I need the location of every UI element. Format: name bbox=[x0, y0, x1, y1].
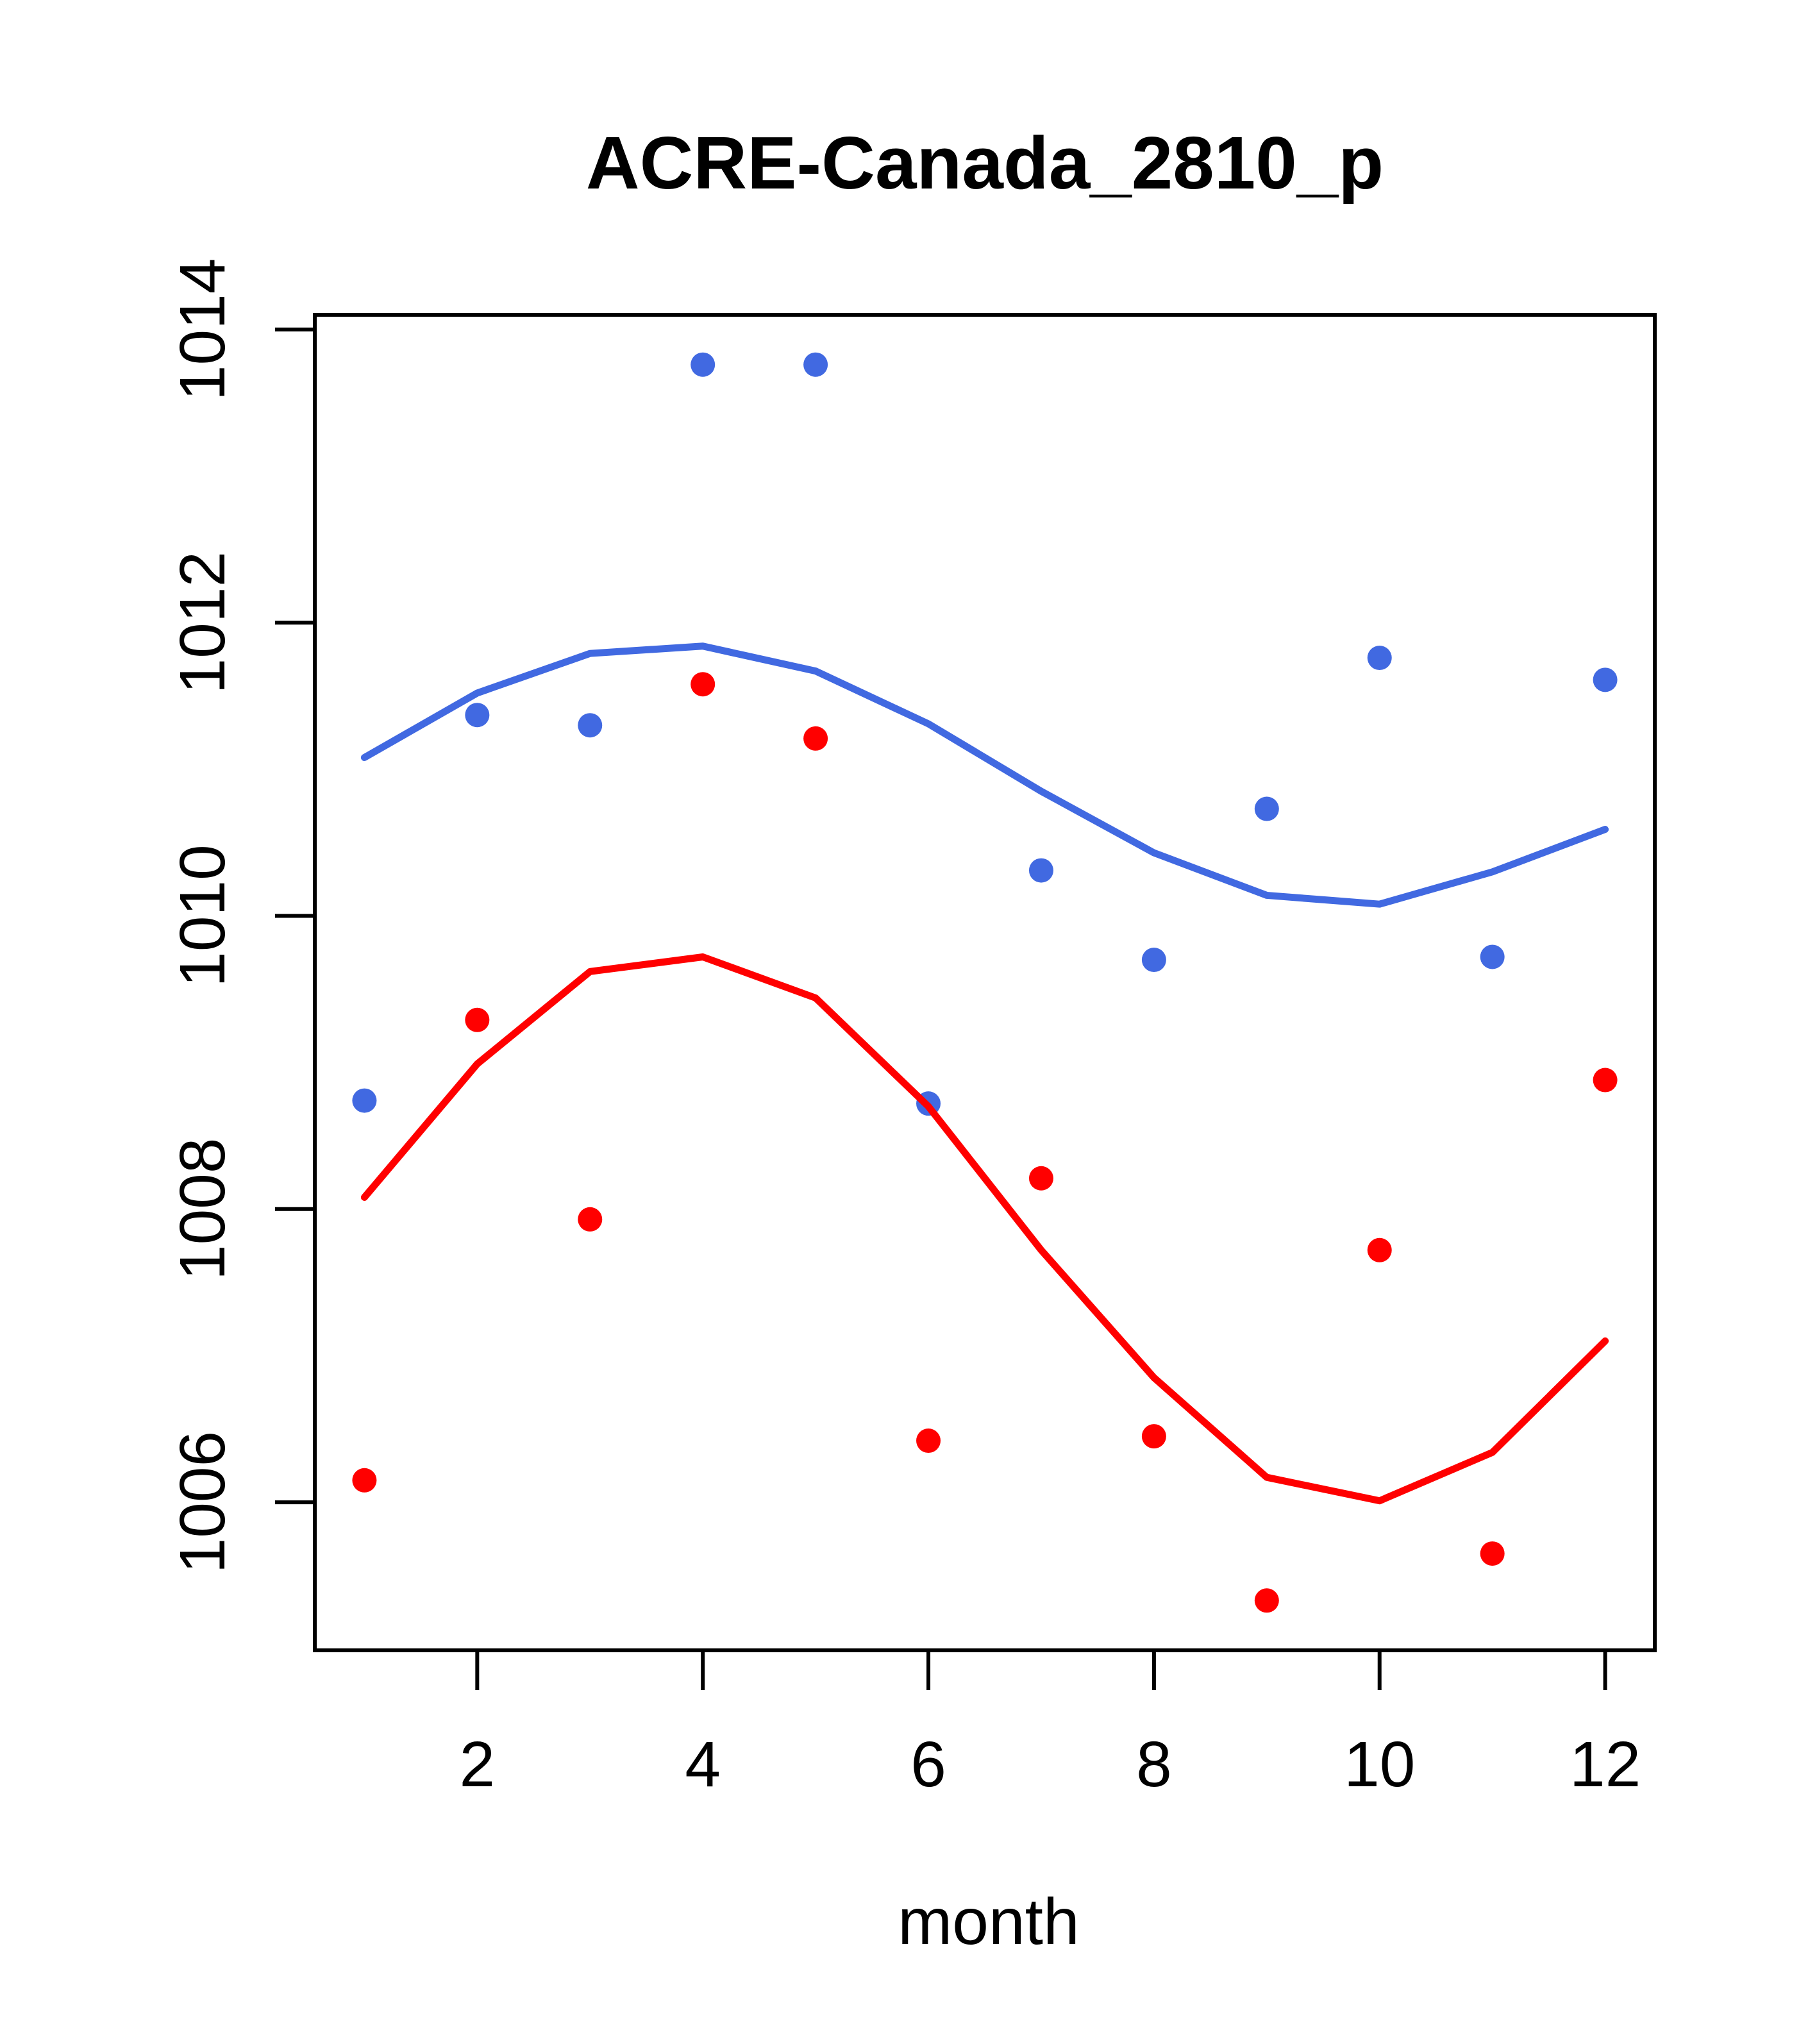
y-tick-label: 1012 bbox=[167, 551, 239, 694]
observed-pressure-blue-point bbox=[691, 352, 716, 377]
observed-pressure-red-point bbox=[352, 1468, 377, 1493]
observed-pressure-blue-point bbox=[578, 713, 603, 738]
plot-frame bbox=[313, 313, 1657, 1652]
observed-pressure-blue-point bbox=[803, 352, 828, 377]
y-tick-label: 1008 bbox=[167, 1138, 239, 1280]
observed-pressure-red-point bbox=[1367, 1237, 1392, 1262]
scatter-points bbox=[352, 352, 1618, 1613]
observed-pressure-red-point bbox=[578, 1207, 603, 1232]
y-tick-label: 1010 bbox=[167, 844, 239, 987]
observed-pressure-red-point bbox=[916, 1428, 941, 1453]
observed-pressure-red-point bbox=[465, 1007, 490, 1032]
y-tick-label: 1006 bbox=[167, 1431, 239, 1573]
observed-pressure-red-point bbox=[1593, 1068, 1618, 1093]
observed-pressure-blue-point bbox=[352, 1088, 377, 1113]
y-tick-label: 1014 bbox=[167, 258, 239, 401]
observed-pressure-blue-point bbox=[1480, 944, 1505, 969]
x-tick-label: 10 bbox=[1344, 1729, 1415, 1800]
observed-pressure-blue-point bbox=[1593, 667, 1618, 692]
observed-pressure-blue-point bbox=[1141, 948, 1166, 973]
observed-pressure-blue-point bbox=[465, 703, 490, 728]
observed-pressure-blue-point bbox=[1028, 858, 1053, 883]
observed-pressure-blue-point bbox=[1254, 796, 1279, 821]
x-tick-label: 2 bbox=[460, 1729, 496, 1800]
plot-box bbox=[313, 313, 1657, 1652]
observed-pressure-blue-point bbox=[1367, 646, 1392, 671]
observed-pressure-red-point bbox=[1254, 1588, 1279, 1613]
x-tick-label: 12 bbox=[1570, 1729, 1641, 1800]
x-tick-label: 4 bbox=[685, 1729, 721, 1800]
observed-pressure-red-point bbox=[1480, 1541, 1505, 1566]
observed-pressure-red-point bbox=[1141, 1424, 1166, 1449]
x-tick-label: 8 bbox=[1136, 1729, 1172, 1800]
observed-pressure-red-point bbox=[691, 672, 716, 697]
chart-title: ACRE-Canada_2810_p bbox=[586, 121, 1384, 205]
x-axis-label: month bbox=[898, 1885, 1080, 1958]
x-tick-label: 6 bbox=[910, 1729, 946, 1800]
observed-pressure-red-point bbox=[803, 726, 828, 751]
seasonal-fit-red-line bbox=[360, 953, 1609, 1505]
observed-pressure-red-point bbox=[1028, 1166, 1053, 1191]
seasonal-fit-blue-line bbox=[360, 642, 1609, 908]
fit-lines bbox=[360, 642, 1609, 1505]
